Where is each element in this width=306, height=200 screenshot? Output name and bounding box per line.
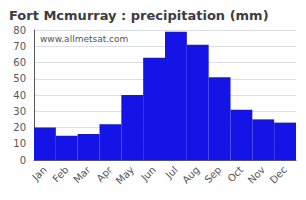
- svg-text:Feb: Feb: [50, 164, 70, 184]
- svg-text:40: 40: [13, 90, 26, 101]
- svg-text:Aug: Aug: [180, 164, 202, 186]
- svg-text:Jun: Jun: [138, 164, 158, 184]
- svg-text:May: May: [114, 164, 136, 186]
- svg-text:Nov: Nov: [246, 164, 268, 186]
- svg-text:10: 10: [13, 138, 26, 149]
- svg-text:60: 60: [13, 57, 26, 68]
- svg-text:Sep: Sep: [202, 164, 223, 185]
- svg-text:Apr: Apr: [94, 163, 115, 184]
- svg-text:Mar: Mar: [71, 163, 93, 185]
- svg-text:Jan: Jan: [29, 164, 48, 183]
- svg-text:Oct: Oct: [225, 164, 245, 184]
- svg-text:70: 70: [13, 41, 26, 52]
- svg-text:www.allmetsat.com: www.allmetsat.com: [40, 34, 128, 44]
- svg-text:20: 20: [13, 122, 26, 133]
- svg-text:50: 50: [13, 73, 26, 84]
- svg-text:30: 30: [13, 106, 26, 117]
- svg-text:Fort Mcmurray : precipitation: Fort Mcmurray : precipitation (mm): [9, 8, 269, 23]
- svg-text:0: 0: [20, 155, 26, 166]
- svg-text:80: 80: [13, 25, 26, 36]
- svg-text:Jul: Jul: [163, 164, 180, 181]
- svg-text:Dec: Dec: [268, 164, 289, 185]
